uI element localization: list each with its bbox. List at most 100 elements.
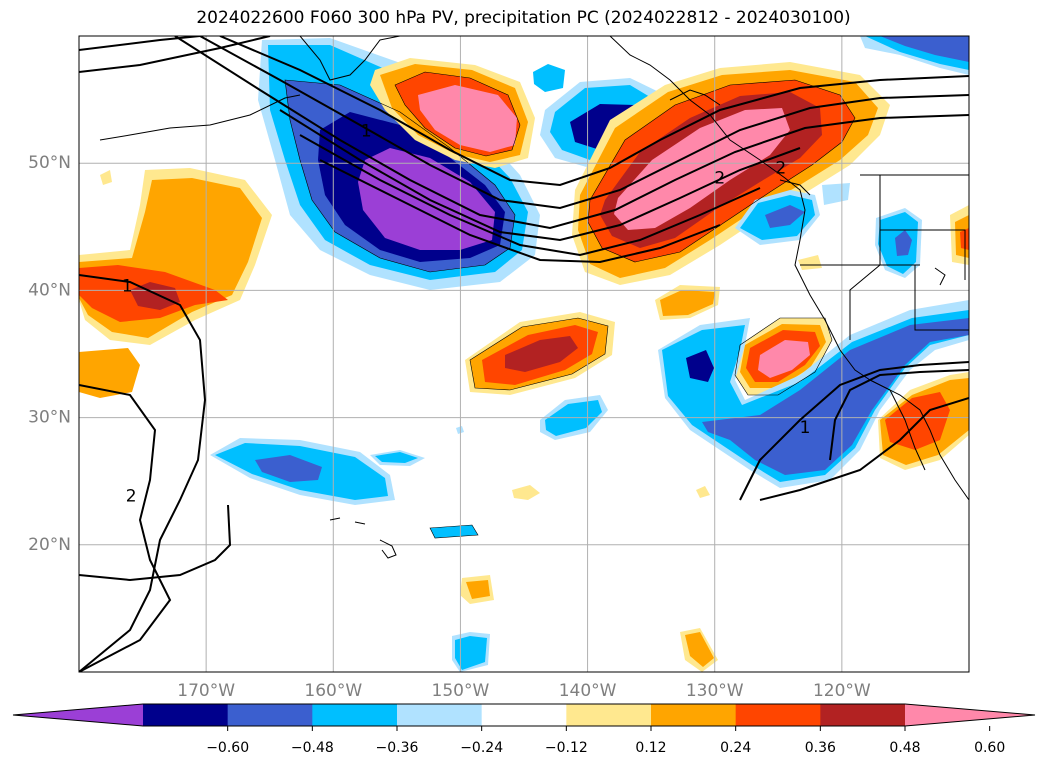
colorbar-segment <box>651 704 737 726</box>
precip-fill-region <box>505 336 578 372</box>
coastline-segment <box>329 517 341 521</box>
precip-fill-region <box>880 36 969 62</box>
latitude-tick-label: 30°N <box>28 408 71 428</box>
precip-fill-region <box>758 340 810 378</box>
precip-fill-region <box>130 282 180 310</box>
colorbar-segment <box>143 704 229 726</box>
precip-outline <box>587 79 856 263</box>
colorbar-segment <box>227 704 313 726</box>
colorbar-segment <box>481 704 567 726</box>
pv-contour-line <box>79 274 207 672</box>
pv-contours <box>79 36 969 672</box>
colorbar-tick-label: 0.24 <box>720 740 751 756</box>
pv-contour-line <box>79 504 232 582</box>
longitude-tick-label: 140°W <box>559 681 617 701</box>
colorbar-tick-label: −0.12 <box>545 740 588 756</box>
colorbar-tick-label: 0.48 <box>889 740 920 756</box>
contour-labels: 1 2 1 2 2 1 <box>122 121 810 506</box>
pv-contour-line <box>759 397 969 501</box>
precip-outline <box>284 79 516 273</box>
latitude-labels: 50°N 40°N 30°N 20°N <box>28 153 71 555</box>
map-area: 1 2 1 2 2 1 <box>79 36 969 672</box>
coastline-segment <box>869 379 926 471</box>
coastline-segment <box>914 265 969 331</box>
coastline-segment <box>669 89 721 106</box>
pv-contour-label: 2 <box>775 158 786 178</box>
longitude-tick-label: 170°W <box>177 681 235 701</box>
precip-outline <box>469 317 609 391</box>
longitude-labels: 170°W 160°W 150°W 140°W 130°W 120°W <box>177 681 871 701</box>
colorbar-tick-label: −0.60 <box>206 740 249 756</box>
pv-contour-line <box>279 109 801 242</box>
coastline-segment <box>849 264 881 340</box>
coastline-segment <box>354 521 366 525</box>
precip-fill-region <box>418 85 517 152</box>
pv-contour-line <box>199 36 969 210</box>
colorbar-segment <box>397 704 483 726</box>
colorbar-tick-label: 0.12 <box>635 740 666 756</box>
colorbar-over-arrow <box>905 704 1035 726</box>
longitude-tick-label: 160°W <box>304 681 362 701</box>
colorbar: −0.60 −0.48 −0.36 −0.24 −0.12 0.12 0.24 0.36 0.4… <box>12 703 1036 756</box>
pv-contour-line <box>79 36 201 51</box>
pv-contour-label: 1 <box>122 277 133 297</box>
precip-fill-region <box>614 108 790 230</box>
pv-contour-line <box>174 36 969 230</box>
precip-fill-region <box>696 486 710 498</box>
coastline-segment <box>99 94 301 141</box>
pv-contour-line <box>79 384 172 672</box>
figure-title: 2024022600 F060 300 hPa PV, precipitatio… <box>196 8 851 28</box>
colorbar-tick-label: 0.36 <box>805 740 836 756</box>
colorbar-tick-label: 0.60 <box>974 740 1005 756</box>
latitude-tick-label: 50°N <box>28 153 71 173</box>
precip-fill-region <box>255 455 322 482</box>
coastlines <box>99 36 969 559</box>
colorbar-tick-label: −0.48 <box>291 740 334 756</box>
pv-contour-line <box>739 361 969 501</box>
precip-outline <box>429 524 479 539</box>
precip-outline <box>734 317 833 396</box>
colorbar-tick-label: −0.36 <box>376 740 419 756</box>
precip-fill-region <box>430 525 478 538</box>
precip-outline <box>394 71 521 157</box>
coastline-segment <box>934 267 946 286</box>
pv-contour-line <box>79 36 271 73</box>
precip-fill-region <box>765 205 805 228</box>
pv-contour-label: 2 <box>714 168 725 188</box>
coastline-segment <box>379 539 397 559</box>
colorbar-outline <box>12 703 1036 727</box>
precip-fill-region <box>660 290 715 316</box>
map-frame <box>78 35 970 673</box>
longitude-tick-label: 150°W <box>432 681 490 701</box>
precip-fill-region <box>79 348 140 398</box>
precip-fill-region <box>533 64 565 92</box>
latitude-tick-label: 40°N <box>28 280 71 300</box>
pv-contour-line <box>299 134 761 257</box>
precip-fill-region <box>686 350 714 382</box>
precip-fill-region <box>512 485 540 500</box>
pv-contour-label: 1 <box>361 121 372 141</box>
precip-fill-region <box>895 230 912 256</box>
coastline-segment <box>299 36 401 81</box>
precip-fill-region <box>375 452 418 463</box>
colorbar-tick-label: −0.24 <box>460 740 503 756</box>
precip-fill-region <box>798 255 822 270</box>
pv-contour-line <box>319 159 721 264</box>
colorbar-segment <box>312 704 398 726</box>
pv-contour-line <box>829 369 969 461</box>
precip-fill-region <box>702 318 969 475</box>
colorbar-segment <box>566 704 652 726</box>
pv-contour-line <box>219 36 969 187</box>
precip-fill-region <box>455 636 487 670</box>
pv-contour-label: 2 <box>126 486 137 506</box>
precip-fill-region <box>685 632 714 667</box>
latitude-tick-label: 20°N <box>28 535 71 555</box>
pv-contour-label: 1 <box>800 418 811 438</box>
gridlines <box>79 36 969 672</box>
colorbar-segment <box>735 704 821 726</box>
coastline-segment <box>609 36 969 501</box>
precip-fill-region <box>885 392 950 450</box>
precip-fill-region <box>822 183 850 205</box>
